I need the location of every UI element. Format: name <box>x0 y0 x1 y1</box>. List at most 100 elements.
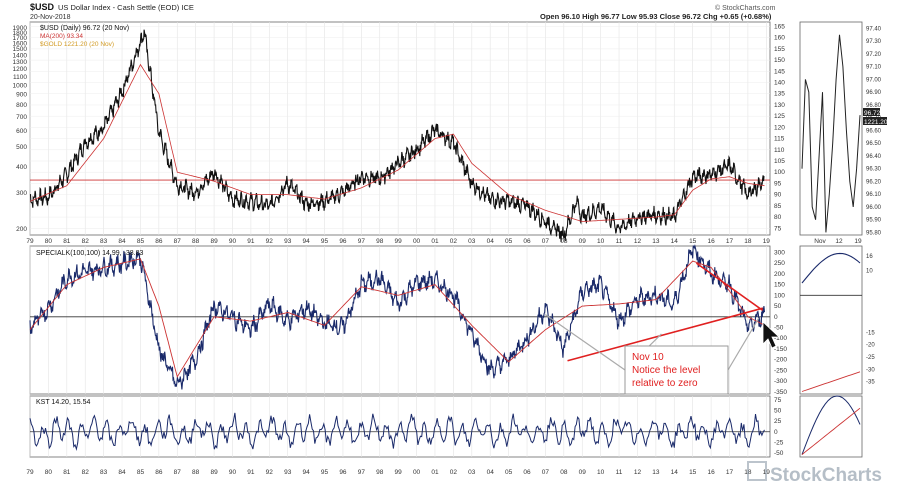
side-y-tick-label: 96.30 <box>866 167 882 173</box>
y-tick-label-right: 115 <box>774 136 785 143</box>
x-tick-label: 15 <box>689 238 697 245</box>
x-tick-label: 87 <box>174 238 182 245</box>
side-y-tick-label: 95.90 <box>866 218 882 224</box>
y-tick-label-right: 130 <box>774 102 785 109</box>
side-y-tick-label: 16 <box>866 254 873 260</box>
x-tick-label: 11 <box>616 469 623 476</box>
y-tick-label-left: 1900 <box>13 25 28 32</box>
header-quote: Open 96.10 High 96.77 Low 95.93 Close 96… <box>540 12 772 21</box>
header-symbol: $USD <box>30 2 55 12</box>
x-tick-label: 90 <box>229 238 237 245</box>
y-tick-label-right: 100 <box>774 169 785 176</box>
x-tick-label: 04 <box>487 238 495 245</box>
legend-gold: $GOLD 1221.20 (20 Nov) <box>40 41 114 48</box>
side-y-tick-label: 97.30 <box>866 39 882 45</box>
y-tick-label-right: -200 <box>774 357 787 364</box>
specialk-series-line <box>29 244 766 390</box>
y-tick-label-right: 85 <box>774 203 782 210</box>
side-kst-panel <box>799 395 863 458</box>
side-y-tick-label: 96.40 <box>866 154 882 160</box>
y-tick-label-left: 1500 <box>13 46 28 53</box>
y-tick-label-right: 0 <box>774 429 778 436</box>
x-tick-label: 08 <box>560 469 568 476</box>
y-tick-label-left: 1100 <box>13 74 27 81</box>
y-tick-label-right: 250 <box>774 260 785 267</box>
side-price-line <box>801 34 861 233</box>
x-tick-label: 08 <box>560 238 568 245</box>
side-label-price-box <box>863 108 880 116</box>
x-tick-label: 14 <box>671 469 679 476</box>
x-tick-label: 02 <box>450 469 458 476</box>
y-tick-label-left: 1800 <box>13 30 28 37</box>
y-tick-label-right: 25 <box>774 418 782 425</box>
y-tick-label-right: -150 <box>774 346 787 353</box>
y-tick-label-left: 900 <box>16 92 27 99</box>
x-tick-label: 99 <box>395 238 403 245</box>
y-tick-label-left: 300 <box>16 190 27 197</box>
y-tick-label-left: 400 <box>16 164 27 171</box>
x-tick-label: 99 <box>395 469 403 476</box>
x-tick-label: 94 <box>303 238 311 245</box>
x-tick-label: 10 <box>597 469 605 476</box>
y-tick-label-right: 120 <box>774 124 785 131</box>
annotation-line-1: Nov 10 <box>632 352 664 363</box>
price-series-line <box>29 29 765 243</box>
side-label-price: 96.72 <box>864 110 881 117</box>
side-y-tick-label: 96.50 <box>866 141 882 147</box>
x-tick-label: 88 <box>192 238 200 245</box>
y-tick-label-right: 165 <box>774 23 785 30</box>
x-tick-label: 98 <box>376 469 384 476</box>
y-tick-label-right: 125 <box>774 113 785 120</box>
y-tick-label-right: 50 <box>774 408 782 415</box>
y-tick-label-right: 95 <box>774 180 782 187</box>
x-tick-label: 97 <box>358 469 366 476</box>
x-tick-label: 91 <box>247 238 255 245</box>
legend-ma: MA(200) 93.34 <box>40 33 83 40</box>
x-tick-label: 00 <box>413 238 421 245</box>
side-y-tick-label: -15 <box>866 330 875 336</box>
specialk-signal-line <box>29 258 765 378</box>
legend-specialk: SPECIALK(100,100) 14.99, -38.83 <box>36 250 144 257</box>
x-tick-label: 97 <box>358 238 366 245</box>
annotation-box <box>624 345 729 395</box>
legend-kst: KST 14.20, 15.54 <box>36 399 90 406</box>
y-tick-label-left: 700 <box>16 114 27 121</box>
x-tick-label: 05 <box>505 238 513 245</box>
y-tick-label-left: 1700 <box>13 35 28 42</box>
y-tick-label-left: 200 <box>16 226 27 233</box>
x-tick-label: 01 <box>431 469 439 476</box>
x-tick-label: 79 <box>26 238 34 245</box>
y-tick-label-right: 50 <box>774 303 782 310</box>
ma-series-line <box>29 63 765 222</box>
x-tick-label: 89 <box>210 238 218 245</box>
x-tick-label: 90 <box>229 469 237 476</box>
x-tick-label: 02 <box>450 238 458 245</box>
side-specialk-signal <box>801 371 861 392</box>
x-tick-label: 94 <box>303 469 311 476</box>
side-x-tick-label: Nov <box>814 238 826 245</box>
x-tick-label: 79 <box>26 469 34 476</box>
side-y-tick-label: 97.20 <box>866 52 882 58</box>
y-tick-label-left: 1600 <box>13 40 28 47</box>
x-tick-label: 92 <box>266 469 274 476</box>
side-y-tick-label: 96.80 <box>866 103 882 109</box>
y-tick-label-left: 1200 <box>13 66 28 73</box>
y-tick-label-left: 1300 <box>13 59 28 66</box>
x-tick-label: 91 <box>247 469 255 476</box>
y-tick-label-right: 90 <box>774 192 782 199</box>
mouse-cursor-icon <box>762 321 781 349</box>
x-tick-label: 98 <box>376 238 384 245</box>
x-tick-label: 85 <box>137 238 145 245</box>
x-tick-label: 16 <box>707 238 715 245</box>
price-panel <box>29 21 771 236</box>
x-tick-label: 04 <box>487 469 495 476</box>
x-tick-label: 01 <box>431 238 439 245</box>
y-tick-label-right: 0 <box>774 314 778 321</box>
side-y-tick-label: 96.00 <box>866 205 882 211</box>
x-tick-label: 09 <box>579 469 587 476</box>
y-tick-label-right: 100 <box>774 292 785 299</box>
y-tick-label-right: -300 <box>774 378 787 385</box>
side-y-tick-label: 96.60 <box>866 128 882 134</box>
x-tick-label: 82 <box>82 238 90 245</box>
x-tick-label: 18 <box>744 238 752 245</box>
